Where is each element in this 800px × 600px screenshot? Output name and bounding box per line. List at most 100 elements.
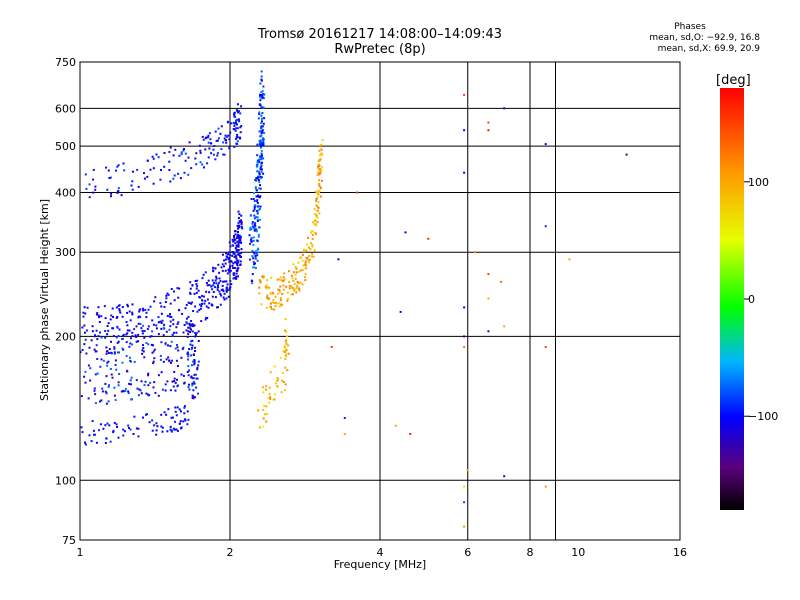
data-point (278, 288, 281, 291)
data-point (320, 148, 323, 151)
data-point (256, 143, 259, 146)
data-point (290, 274, 293, 277)
data-point (231, 244, 234, 247)
data-point (136, 387, 139, 390)
data-point (147, 343, 150, 346)
data-point (235, 269, 238, 272)
data-point (222, 290, 225, 293)
data-point (237, 261, 240, 264)
data-point (309, 248, 312, 251)
data-point (463, 306, 466, 309)
data-point (183, 148, 185, 150)
data-point (198, 309, 201, 312)
data-point (190, 354, 193, 357)
data-point (265, 284, 268, 287)
data-point (251, 221, 254, 224)
data-point (252, 243, 255, 246)
data-point (203, 302, 206, 305)
data-point (283, 278, 286, 281)
data-point (146, 328, 149, 330)
data-point (192, 389, 195, 392)
data-point (142, 347, 145, 350)
data-point (356, 191, 359, 194)
data-point (295, 271, 298, 274)
data-point (260, 158, 263, 161)
chart-subtitle: RwPretec (8p) (334, 42, 426, 57)
data-point (163, 165, 166, 168)
data-point (187, 156, 190, 159)
data-point (394, 424, 397, 427)
data-point (284, 351, 286, 353)
data-point (188, 383, 190, 386)
data-point (237, 210, 240, 213)
data-point (282, 279, 285, 282)
data-point (288, 287, 291, 290)
data-point (160, 322, 163, 324)
data-point (173, 331, 175, 334)
x-tick-label: 2 (227, 546, 234, 559)
data-point (147, 308, 150, 311)
data-point (239, 236, 242, 239)
data-point (139, 323, 142, 325)
x-tick-label: 6 (464, 546, 471, 559)
data-point (544, 346, 547, 348)
data-point (111, 376, 114, 379)
data-point (256, 259, 259, 262)
data-point (258, 208, 261, 210)
data-point (115, 336, 118, 339)
data-point (108, 424, 111, 427)
data-point (317, 165, 320, 168)
data-point (137, 340, 140, 343)
data-point (214, 286, 216, 289)
x-tick-label: 4 (377, 546, 384, 559)
data-point (186, 317, 188, 320)
data-point (290, 293, 293, 296)
data-point (295, 291, 298, 294)
data-point (463, 129, 466, 132)
data-point (264, 388, 267, 391)
data-point (148, 421, 151, 424)
data-point (207, 156, 210, 159)
data-point (104, 390, 107, 393)
data-point (149, 305, 152, 308)
data-point (160, 312, 163, 315)
data-point (304, 276, 306, 279)
data-point (100, 399, 103, 402)
data-point (286, 335, 289, 338)
data-point (260, 120, 263, 123)
data-point (221, 263, 224, 266)
data-point (104, 382, 107, 385)
data-point (213, 153, 215, 156)
data-point (177, 365, 179, 367)
data-point (151, 429, 154, 432)
data-point (255, 267, 257, 269)
data-point (173, 370, 176, 373)
data-point (135, 427, 138, 430)
data-point (122, 428, 125, 431)
data-point (122, 348, 125, 351)
data-point (118, 373, 121, 375)
data-point (86, 306, 89, 309)
data-point (266, 286, 269, 289)
data-point (126, 370, 129, 373)
data-point (202, 295, 205, 298)
data-point (191, 284, 194, 286)
data-point (152, 360, 155, 363)
data-point (110, 373, 113, 376)
data-point (260, 176, 263, 179)
data-point (181, 348, 184, 351)
data-point (85, 187, 88, 190)
data-point (544, 143, 547, 146)
data-point (254, 187, 257, 190)
data-point (106, 325, 109, 327)
data-point (172, 385, 175, 388)
data-point (192, 377, 195, 380)
data-point (222, 253, 224, 256)
data-point (160, 413, 163, 416)
data-point (155, 327, 158, 330)
data-point (113, 352, 116, 355)
data-point (279, 299, 282, 302)
data-point (228, 271, 231, 273)
chart-title: Tromsø 20161217 14:08:00–14:09:43 (257, 27, 503, 42)
data-point (261, 94, 264, 97)
